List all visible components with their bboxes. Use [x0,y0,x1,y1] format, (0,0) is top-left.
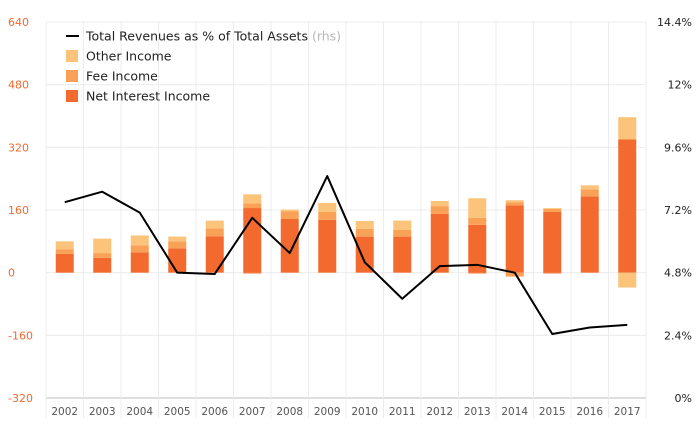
bar-other-income [505,200,524,203]
x-tick-label: 2004 [126,406,153,418]
bar-net-interest-income-negative [468,272,487,274]
bar-other-income [205,220,224,229]
y-right-tick-label: 14.4% [657,16,692,29]
bar-fee-income [505,202,524,206]
bar-fee-income [393,229,412,237]
bars [55,117,637,288]
x-tick-label: 2016 [576,406,603,418]
bar-fee-income [355,228,374,237]
x-tick-label: 2002 [51,406,78,418]
bar-other-income [130,235,149,246]
bar-net-interest-income [355,236,374,273]
bar-fee-income [130,245,149,253]
x-tick-label: 2008 [276,406,303,418]
bar-other-income [243,194,262,204]
bar-other-income [318,202,337,212]
x-tick-label: 2007 [239,406,266,418]
axes: 640 14.4% 480 12% 320 9.6% 160 7.2% 0 4.8% -160 2.4… [8,16,692,418]
y-right-tick-label: 9.6% [664,141,692,154]
x-tick-label: 2005 [164,406,191,418]
bar-other-income [355,220,374,229]
legend-swatch [66,90,78,102]
bar-net-interest-income [168,248,187,273]
y-left-tick-label: -320 [8,392,33,405]
bar-net-interest-income [205,236,224,273]
bar-fee-income [280,211,299,220]
bar-net-interest-income [318,219,337,273]
bar-net-interest-income-negative [543,272,562,274]
x-tick-label: 2015 [539,406,566,418]
x-tick-label: 2006 [201,406,228,418]
bar-other-income [618,117,637,140]
x-tick-label: 2003 [89,406,116,418]
y-left-tick-label: 160 [8,204,29,217]
bar-net-interest-income [580,196,599,273]
bar-other-income [393,220,412,230]
bar-fee-income [580,189,599,197]
bar-other-income [543,208,562,209]
bar-other-income [168,236,187,242]
legend-suffix: (rhs) [308,29,341,44]
revenue-ratio-line [64,175,628,336]
bar-fee-income [430,206,449,214]
y-right-tick-label: 0% [675,392,692,405]
bar-other-income [55,241,74,250]
x-tick-label: 2014 [501,406,528,418]
bar-net-interest-income [618,139,637,273]
bar-net-interest-income [505,205,524,273]
y-left-tick-label: 480 [8,79,29,92]
x-tick-label: 2013 [464,406,491,418]
bar-net-interest-income [430,213,449,273]
bar-other-income [93,238,112,254]
bar-fee-income [93,253,112,258]
bar-other-income [580,185,599,190]
bar-other-income [430,200,449,207]
bar-net-interest-income-negative [243,272,262,274]
legend-label: Total Revenues as % of Total Assets (rhs… [85,29,341,44]
y-left-tick-label: -160 [8,329,33,342]
y-left-tick-label: 0 [8,267,15,280]
bar-fee-income [205,228,224,237]
x-tick-label: 2009 [314,406,341,418]
legend-label: Fee Income [86,69,158,84]
legend-swatch [66,70,78,82]
bar-other-income [280,209,299,212]
bar-net-interest-income [130,252,149,273]
legend-swatch [66,50,78,62]
bar-fee-income [318,211,337,220]
bar-fee-income [55,249,74,254]
bar-net-interest-income [393,236,412,273]
bar-net-interest-income [280,219,299,273]
x-tick-label: 2010 [351,406,378,418]
y-left-tick-label: 640 [8,16,29,29]
y-right-tick-label: 12% [668,79,692,92]
gridlines [45,21,647,418]
legend-label: Other Income [86,49,172,64]
bar-other-income [468,198,487,218]
x-tick-label: 2017 [614,406,641,418]
bar-fee-income [468,217,487,225]
y-right-tick-label: 2.4% [664,329,692,342]
legend: Total Revenues as % of Total Assets (rhs… [66,29,341,104]
bar-fee-income [543,208,562,212]
bar-fee-income [168,241,187,249]
legend-label: Net Interest Income [86,89,210,104]
bar-net-interest-income [93,257,112,273]
x-tick-label: 2012 [426,406,453,418]
bar-net-interest-income [468,224,487,273]
y-right-tick-label: 4.8% [664,267,692,280]
line-series-path [64,175,628,336]
bar-net-interest-income [543,211,562,273]
y-left-tick-label: 320 [8,141,29,154]
bar-fee-income [243,203,262,209]
y-right-tick-label: 7.2% [664,204,692,217]
bar-net-interest-income [55,253,74,273]
bar-other-income-negative [618,272,637,288]
bar-fee-income-negative [505,272,524,277]
x-tick-label: 2011 [389,406,416,418]
